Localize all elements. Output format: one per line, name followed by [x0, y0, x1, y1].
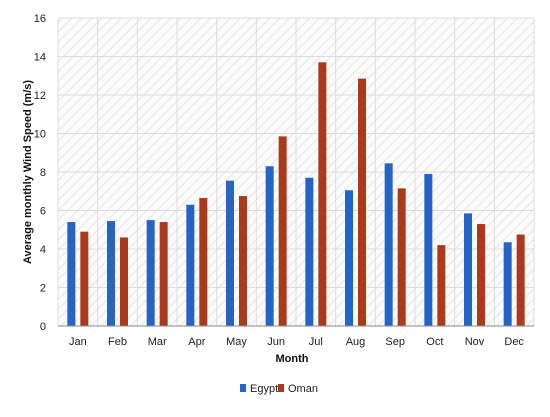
legend-swatch-oman: [278, 384, 284, 392]
y-tick-label: 0: [40, 321, 46, 333]
bar-egypt-jan: [67, 222, 76, 326]
bar-oman-jul: [318, 62, 327, 327]
bar-egypt-mar: [146, 220, 155, 326]
bar-egypt-nov: [464, 213, 472, 326]
y-tick-label: 10: [34, 129, 46, 141]
x-tick-label: Dec: [504, 336, 524, 348]
bar-oman-apr: [199, 197, 208, 326]
y-tick-label: 8: [40, 167, 46, 179]
bar-oman-oct: [437, 245, 446, 326]
y-tick-label: 2: [40, 283, 46, 295]
y-tick-label: 14: [34, 52, 46, 64]
bar-egypt-dec: [503, 242, 512, 326]
legend-swatch-egypt: [240, 384, 246, 392]
legend: Egypt Oman: [240, 383, 318, 395]
y-tick-label: 4: [40, 244, 46, 256]
x-tick-label: Aug: [346, 336, 366, 348]
y-tick-label: 6: [40, 206, 46, 218]
x-tick-label: Jun: [267, 336, 285, 348]
x-tick-label: Apr: [188, 336, 205, 348]
bar-oman-aug: [358, 78, 366, 326]
bar-oman-feb: [120, 237, 128, 326]
bar-egypt-apr: [186, 204, 195, 326]
x-tick-label: Mar: [148, 336, 167, 348]
bar-oman-dec: [516, 234, 525, 326]
bar-oman-nov: [477, 223, 485, 326]
legend-label-egypt: Egypt: [250, 383, 278, 395]
y-tick-label: 16: [34, 13, 46, 25]
x-tick-label: Sep: [385, 336, 405, 348]
bar-oman-may: [239, 196, 247, 326]
grid-lines: [57, 17, 535, 327]
x-tick-label: Nov: [465, 336, 485, 348]
x-tick-label: Feb: [108, 336, 127, 348]
bar-egypt-feb: [107, 221, 115, 326]
bar-egypt-oct: [424, 173, 433, 326]
bar-egypt-may: [226, 180, 234, 326]
legend-label-oman: Oman: [288, 383, 318, 395]
bar-oman-jan: [80, 231, 89, 326]
y-axis-title: Average monthly Wind Speed (m/s): [22, 80, 34, 264]
x-tick-label: Oct: [426, 336, 443, 348]
bar-egypt-jul: [305, 177, 314, 326]
x-tick-labels: Jan Feb Mar Apr May Jun Jul Aug Sep Oct Nov Dec: [69, 336, 524, 348]
x-axis-title: Month: [276, 353, 309, 365]
x-tick-label: Jul: [309, 336, 323, 348]
bar-oman-jun: [278, 136, 287, 326]
bar-oman-mar: [159, 222, 168, 326]
bar-egypt-sep: [384, 163, 393, 326]
bar-oman-sep: [397, 188, 406, 326]
x-tick-label: May: [226, 336, 247, 348]
x-tick-label: Jan: [69, 336, 87, 348]
bar-egypt-jun: [265, 166, 274, 326]
y-tick-labels: 0 2 4 6 8 10 12 14 16: [34, 13, 46, 333]
bars: [67, 62, 525, 327]
y-tick-label: 12: [34, 90, 46, 102]
bar-egypt-aug: [345, 190, 353, 326]
